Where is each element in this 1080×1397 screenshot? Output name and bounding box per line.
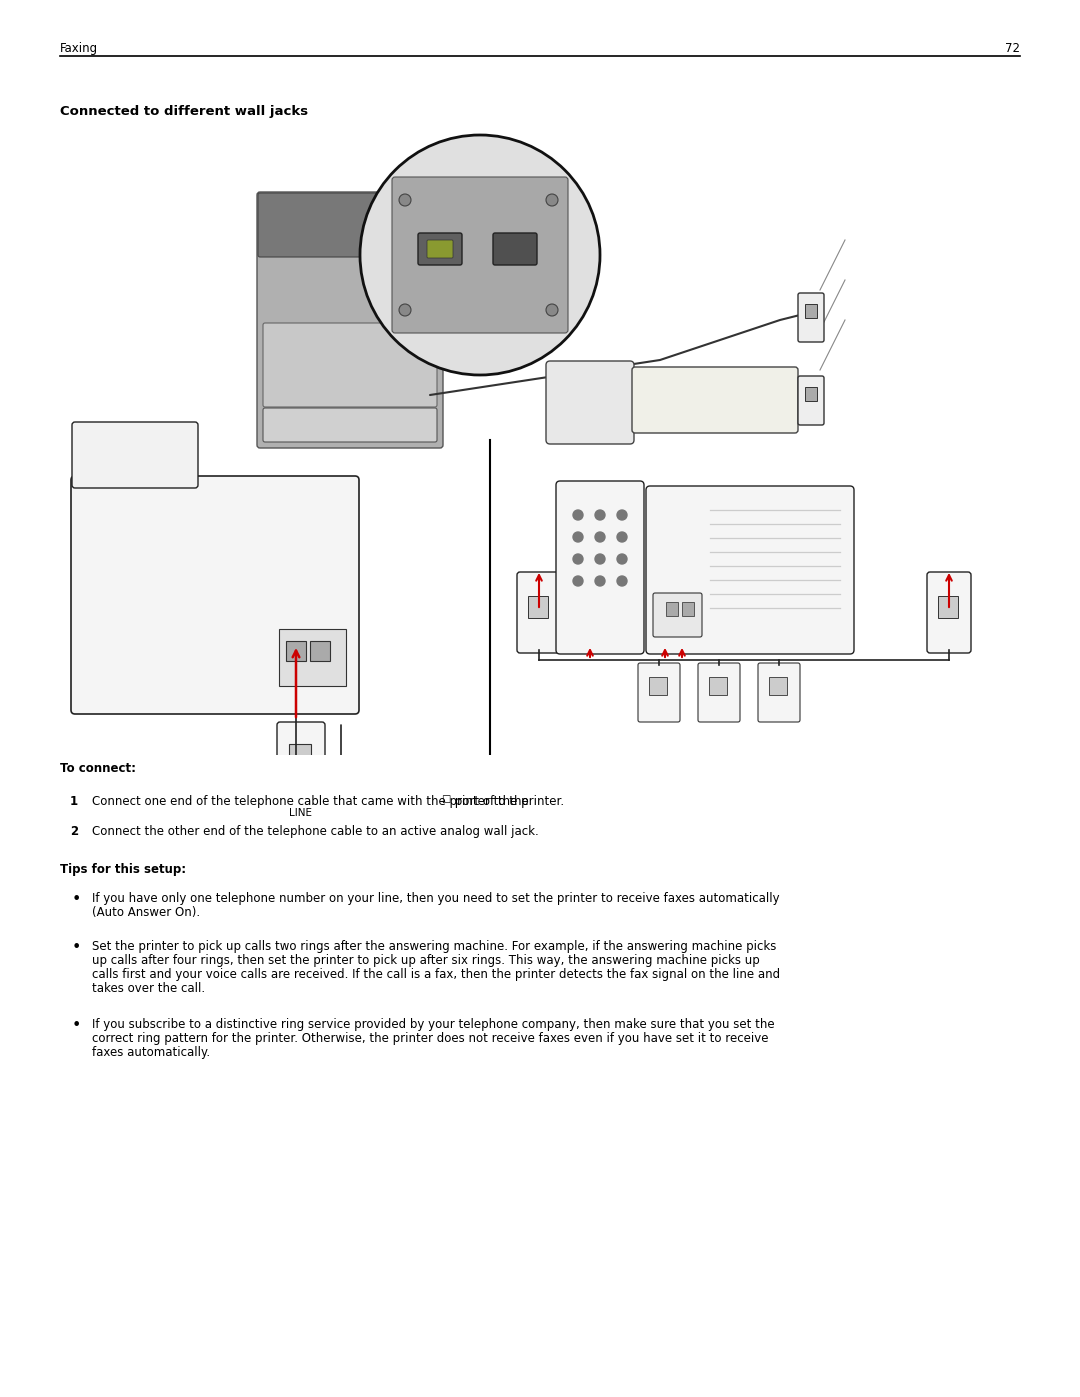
Text: •: • [72, 940, 81, 956]
Text: up calls after four rings, then set the printer to pick up after six rings. This: up calls after four rings, then set the … [92, 954, 759, 967]
FancyBboxPatch shape [310, 641, 330, 661]
FancyBboxPatch shape [546, 360, 634, 444]
Text: Connect the other end of the telephone cable to an active analog wall jack.: Connect the other end of the telephone c… [92, 826, 539, 838]
Text: ☐: ☐ [441, 795, 450, 805]
Text: Faxing: Faxing [60, 42, 98, 54]
Circle shape [546, 305, 558, 316]
Text: •: • [72, 1018, 81, 1032]
Circle shape [360, 136, 600, 374]
Circle shape [595, 532, 605, 542]
FancyBboxPatch shape [528, 597, 548, 617]
Text: Connect one end of the telephone cable that came with the printer to the: Connect one end of the telephone cable t… [92, 795, 532, 807]
Text: 2: 2 [70, 826, 78, 838]
Circle shape [546, 194, 558, 205]
FancyBboxPatch shape [556, 481, 644, 654]
FancyBboxPatch shape [638, 664, 680, 722]
FancyBboxPatch shape [653, 592, 702, 637]
FancyBboxPatch shape [276, 722, 325, 803]
FancyBboxPatch shape [939, 597, 958, 617]
Text: To connect:: To connect: [60, 761, 136, 775]
FancyBboxPatch shape [492, 233, 537, 265]
Circle shape [573, 532, 583, 542]
FancyBboxPatch shape [257, 191, 443, 448]
Text: If you have only one telephone number on your line, then you need to set the pri: If you have only one telephone number on… [92, 893, 780, 905]
Circle shape [617, 576, 627, 585]
FancyBboxPatch shape [517, 571, 561, 652]
FancyBboxPatch shape [698, 664, 740, 722]
Circle shape [399, 305, 411, 316]
Circle shape [595, 510, 605, 520]
Text: •: • [72, 893, 81, 907]
Text: port of the printer.: port of the printer. [451, 795, 564, 807]
FancyBboxPatch shape [286, 641, 306, 661]
FancyBboxPatch shape [392, 177, 568, 332]
Circle shape [617, 532, 627, 542]
FancyBboxPatch shape [758, 664, 800, 722]
Text: (Auto Answer On).: (Auto Answer On). [92, 907, 200, 919]
Circle shape [595, 576, 605, 585]
Circle shape [399, 194, 411, 205]
Text: Tips for this setup:: Tips for this setup: [60, 863, 186, 876]
Circle shape [573, 576, 583, 585]
FancyBboxPatch shape [681, 602, 694, 616]
Text: 72: 72 [1005, 42, 1020, 54]
FancyBboxPatch shape [258, 193, 442, 257]
FancyBboxPatch shape [279, 629, 346, 686]
FancyBboxPatch shape [798, 376, 824, 425]
Circle shape [617, 555, 627, 564]
Text: LINE: LINE [289, 807, 312, 819]
FancyBboxPatch shape [264, 323, 437, 407]
Text: correct ring pattern for the printer. Otherwise, the printer does not receive fa: correct ring pattern for the printer. Ot… [92, 1032, 769, 1045]
FancyBboxPatch shape [805, 305, 816, 319]
Text: Set the printer to pick up calls two rings after the answering machine. For exam: Set the printer to pick up calls two rin… [92, 940, 777, 953]
FancyBboxPatch shape [769, 678, 787, 694]
Circle shape [595, 555, 605, 564]
FancyBboxPatch shape [805, 387, 816, 401]
Text: calls first and your voice calls are received. If the call is a fax, then the pr: calls first and your voice calls are rec… [92, 968, 780, 981]
FancyBboxPatch shape [264, 408, 437, 441]
Circle shape [573, 510, 583, 520]
FancyBboxPatch shape [708, 678, 727, 694]
Circle shape [617, 510, 627, 520]
FancyBboxPatch shape [418, 233, 462, 265]
FancyBboxPatch shape [646, 486, 854, 654]
Text: 1: 1 [70, 795, 78, 807]
FancyBboxPatch shape [289, 745, 311, 768]
Text: takes over the call.: takes over the call. [92, 982, 205, 995]
FancyBboxPatch shape [649, 678, 667, 694]
FancyBboxPatch shape [798, 293, 824, 342]
FancyBboxPatch shape [666, 602, 678, 616]
FancyBboxPatch shape [427, 240, 453, 258]
Circle shape [573, 555, 583, 564]
Text: If you subscribe to a distinctive ring service provided by your telephone compan: If you subscribe to a distinctive ring s… [92, 1018, 774, 1031]
Text: Connected to different wall jacks: Connected to different wall jacks [60, 105, 308, 117]
Text: faxes automatically.: faxes automatically. [92, 1046, 211, 1059]
FancyBboxPatch shape [72, 422, 198, 488]
FancyBboxPatch shape [632, 367, 798, 433]
FancyBboxPatch shape [71, 476, 359, 714]
FancyBboxPatch shape [927, 571, 971, 652]
